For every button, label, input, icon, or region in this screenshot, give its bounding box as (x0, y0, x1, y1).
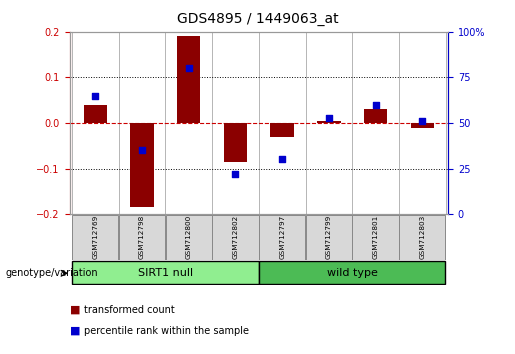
FancyBboxPatch shape (259, 215, 305, 260)
Text: genotype/variation: genotype/variation (5, 268, 98, 278)
FancyBboxPatch shape (119, 215, 165, 260)
FancyBboxPatch shape (72, 261, 259, 284)
FancyBboxPatch shape (306, 215, 352, 260)
Point (418, 118, 426, 124)
Text: transformed count: transformed count (84, 305, 175, 315)
FancyBboxPatch shape (212, 215, 259, 260)
Bar (364, 109, 387, 123)
FancyBboxPatch shape (72, 215, 118, 260)
Bar (177, 36, 200, 123)
Bar (130, 123, 153, 207)
Point (371, 102, 380, 108)
Text: GSM712803: GSM712803 (419, 215, 425, 259)
Bar (224, 123, 247, 162)
Text: GSM712802: GSM712802 (232, 215, 238, 259)
FancyBboxPatch shape (165, 215, 212, 260)
Text: percentile rank within the sample: percentile rank within the sample (84, 326, 249, 336)
Text: GDS4895 / 1449063_at: GDS4895 / 1449063_at (177, 12, 338, 27)
Bar (410, 123, 434, 127)
Text: ■: ■ (70, 326, 80, 336)
Text: SIRT1 null: SIRT1 null (138, 268, 193, 278)
Text: GSM712769: GSM712769 (92, 215, 98, 259)
Text: GSM712798: GSM712798 (139, 215, 145, 259)
Bar (317, 121, 340, 123)
FancyBboxPatch shape (399, 215, 445, 260)
Text: wild type: wild type (327, 268, 377, 278)
Point (138, 148, 146, 153)
Point (231, 171, 239, 177)
Point (278, 156, 286, 162)
Text: GSM712801: GSM712801 (373, 215, 379, 259)
Text: GSM712800: GSM712800 (186, 215, 192, 259)
Text: GSM712799: GSM712799 (326, 215, 332, 259)
Point (184, 65, 193, 71)
Text: ■: ■ (70, 305, 80, 315)
Point (91, 93, 99, 98)
Bar (83, 105, 107, 123)
FancyBboxPatch shape (259, 261, 445, 284)
Bar (270, 123, 294, 137)
Text: GSM712797: GSM712797 (279, 215, 285, 259)
Point (325, 115, 333, 120)
FancyBboxPatch shape (352, 215, 399, 260)
